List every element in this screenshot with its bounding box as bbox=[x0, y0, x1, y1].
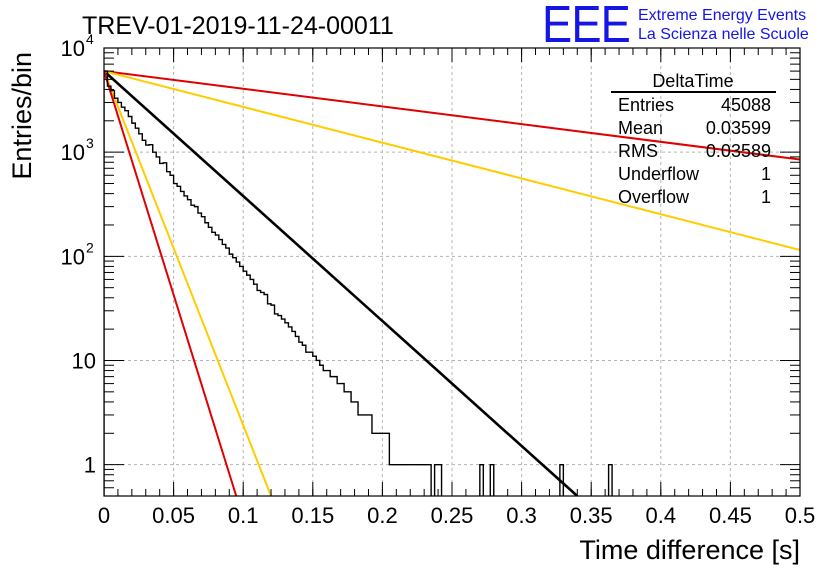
histogram-outline bbox=[104, 70, 613, 496]
x-tick-label: 0.05 bbox=[152, 503, 195, 528]
stats-box: DeltaTime Entries 45088 Mean 0.03599 RMS 0.03… bbox=[611, 71, 776, 207]
x-tick-label: 0 bbox=[98, 503, 110, 528]
x-tick-label: 0.5 bbox=[785, 503, 816, 528]
grid bbox=[104, 48, 800, 496]
x-tick-label: 0.45 bbox=[709, 503, 752, 528]
curve-1 bbox=[104, 70, 800, 161]
y-tick-label-base: 10 bbox=[61, 140, 85, 165]
x-tick-label: 0.4 bbox=[646, 503, 677, 528]
y-tick-label-exponent: 4 bbox=[86, 31, 94, 47]
y-tick-label: 10 bbox=[72, 348, 96, 373]
x-axis-label: Time difference [s] bbox=[579, 535, 800, 565]
chart-title: TREV-01-2019-11-24-00011 bbox=[82, 12, 394, 40]
y-axis-label: Entries/bin bbox=[7, 52, 37, 180]
stats-rows: Entries 45088 Mean 0.03599 RMS 0.03589 Underfl… bbox=[618, 95, 771, 207]
stats-row-value: 0.03589 bbox=[706, 141, 771, 161]
curve-2 bbox=[104, 70, 800, 251]
y-tick-label: 1 bbox=[84, 453, 96, 478]
y-tick-label-base: 10 bbox=[61, 244, 85, 269]
y-tick-label: 10 3 bbox=[61, 135, 94, 165]
y-tick-label: 10 2 bbox=[61, 239, 94, 269]
x-tick-label: 0.15 bbox=[291, 503, 334, 528]
curve-4 bbox=[104, 70, 238, 496]
x-tick-label: 0.2 bbox=[367, 503, 398, 528]
x-tick-labels: 0 0.05 0.1 0.15 0.2 0.25 0.3 0.35 0.4 0.45 0.5 bbox=[98, 503, 815, 528]
stats-row-value: 45088 bbox=[721, 95, 771, 115]
y-tick-label: 10 4 bbox=[61, 31, 94, 61]
stats-row-label: Underflow bbox=[618, 164, 700, 184]
eee-logo: EEE Extreme Energy Events La Scienza nel… bbox=[542, 0, 809, 54]
curve-3 bbox=[104, 70, 272, 496]
stats-row-value: 0.03599 bbox=[706, 118, 771, 138]
y-tick-label-exponent: 2 bbox=[86, 239, 94, 255]
eee-logo-text: EEE bbox=[542, 0, 630, 54]
fit-curves bbox=[104, 70, 800, 496]
x-tick-label: 0.1 bbox=[228, 503, 259, 528]
y-tick-label-base: 1 bbox=[84, 453, 96, 478]
curve-0 bbox=[104, 70, 579, 496]
x-tick-label: 0.25 bbox=[431, 503, 474, 528]
stats-row-label: Overflow bbox=[618, 187, 690, 207]
stats-title: DeltaTime bbox=[652, 71, 733, 91]
stats-row-label: Mean bbox=[618, 118, 663, 138]
x-tick-label: 0.3 bbox=[506, 503, 537, 528]
y-tick-label-base: 10 bbox=[61, 36, 85, 61]
eee-logo-line1: Extreme Energy Events bbox=[638, 7, 806, 24]
stats-row-value: 1 bbox=[761, 164, 771, 184]
x-tick-label: 0.35 bbox=[570, 503, 613, 528]
eee-logo-line2: La Scienza nelle Scuole bbox=[638, 26, 809, 43]
stats-row-label: RMS bbox=[618, 141, 658, 161]
axis-ticks bbox=[103, 47, 801, 497]
y-tick-label-base: 10 bbox=[72, 348, 96, 373]
histogram bbox=[104, 70, 613, 496]
y-tick-label-exponent: 3 bbox=[86, 135, 94, 151]
stats-row-label: Entries bbox=[618, 95, 674, 115]
stats-row-value: 1 bbox=[761, 187, 771, 207]
